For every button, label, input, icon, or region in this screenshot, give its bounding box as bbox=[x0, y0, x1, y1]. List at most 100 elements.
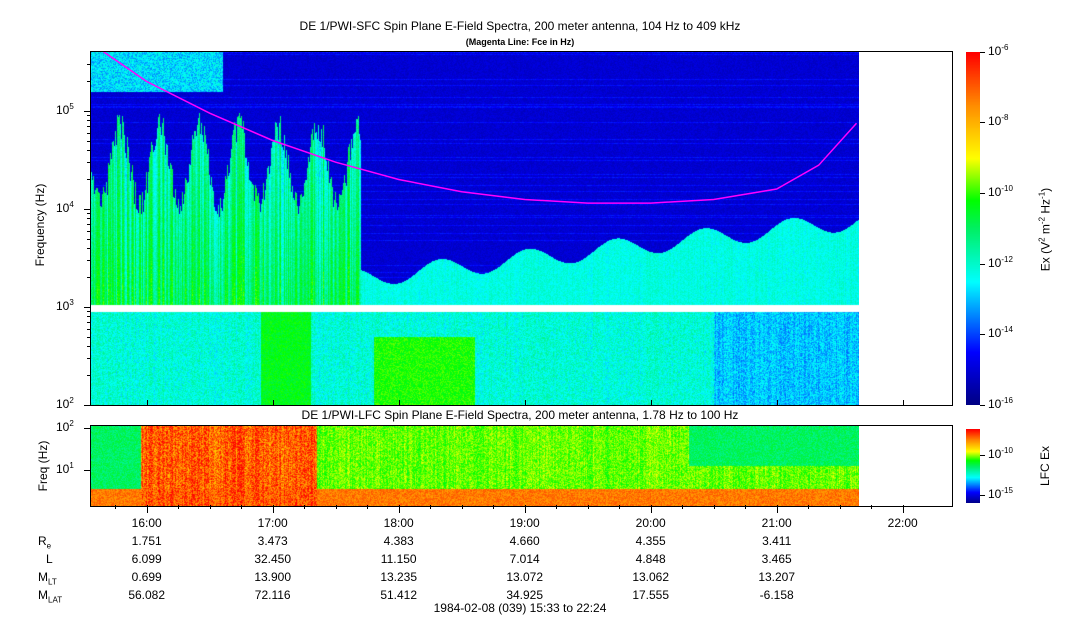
axis-tick bbox=[84, 405, 90, 406]
axis-tick bbox=[84, 307, 90, 308]
axis-tick bbox=[980, 122, 985, 123]
axis-tick bbox=[209, 505, 211, 509]
ephemeris-value: 3.473 bbox=[257, 534, 288, 548]
ephemeris-value: 1.751 bbox=[131, 534, 162, 548]
top-title: DE 1/PWI-SFC Spin Plane E-Field Spectra,… bbox=[299, 19, 741, 33]
xtick-label: 21:00 bbox=[761, 516, 792, 530]
xtick-label: 20:00 bbox=[635, 516, 666, 530]
axis-tick bbox=[839, 505, 841, 509]
ephemeris-value: 56.082 bbox=[128, 588, 166, 602]
lfc-frame bbox=[90, 425, 953, 507]
axis-tick bbox=[84, 209, 90, 210]
ephemeris-value: 13.072 bbox=[506, 570, 544, 584]
ephemeris-value: 3.465 bbox=[761, 552, 792, 566]
axis-tick bbox=[682, 505, 684, 509]
lfc-colorbar bbox=[966, 429, 980, 503]
axis-tick bbox=[980, 455, 985, 456]
axis-tick bbox=[587, 505, 589, 509]
axis-tick bbox=[87, 81, 90, 83]
axis-tick bbox=[272, 400, 274, 406]
axis-tick bbox=[902, 400, 904, 406]
ephemeris-value: 4.383 bbox=[383, 534, 414, 548]
ephemeris-value: 13.900 bbox=[254, 570, 292, 584]
lfc-colorbar-tick-label: 10-15 bbox=[988, 486, 1013, 501]
ephemeris-row-label: MLAT bbox=[38, 588, 63, 605]
axis-tick bbox=[980, 334, 985, 335]
axis-tick bbox=[87, 322, 90, 324]
axis-tick bbox=[398, 505, 400, 513]
colorbar-tick-label: 10-6 bbox=[988, 43, 1009, 58]
xtick-label: 16:00 bbox=[131, 516, 162, 530]
axis-tick bbox=[650, 400, 652, 406]
axis-tick bbox=[84, 470, 90, 471]
axis-tick bbox=[84, 428, 90, 429]
axis-tick bbox=[980, 495, 985, 496]
axis-tick bbox=[871, 505, 873, 509]
axis-tick bbox=[87, 64, 90, 66]
xtick-label: 17:00 bbox=[257, 516, 288, 530]
axis-tick bbox=[87, 132, 90, 134]
ephemeris-value: 7.014 bbox=[509, 552, 540, 566]
axis-tick bbox=[398, 400, 400, 406]
lfc-ytick-label: 102 bbox=[56, 419, 74, 434]
axis-tick bbox=[335, 505, 337, 509]
xtick-label: 22:00 bbox=[887, 516, 918, 530]
lfc-colorbar-label: LFC Ex bbox=[1038, 446, 1052, 487]
colorbar-tick-label: 10-8 bbox=[988, 113, 1009, 128]
axis-tick bbox=[87, 126, 90, 128]
axis-tick bbox=[524, 400, 526, 406]
sfc-ylabel: Frequency (Hz) bbox=[33, 183, 47, 267]
ephemeris-value: -6.158 bbox=[759, 588, 794, 602]
axis-tick bbox=[87, 162, 90, 164]
ephemeris-row-label: L bbox=[46, 552, 53, 566]
ephemeris-value: 17.555 bbox=[632, 588, 670, 602]
axis-tick bbox=[650, 505, 652, 513]
axis-tick bbox=[808, 505, 810, 509]
ephemeris-value: 11.150 bbox=[380, 552, 417, 566]
axis-tick bbox=[146, 505, 148, 513]
axis-tick bbox=[87, 375, 90, 377]
sfc-ytick-label: 103 bbox=[56, 298, 74, 313]
axis-tick bbox=[87, 358, 90, 360]
sfc-ytick-label: 104 bbox=[56, 200, 74, 215]
axis-tick bbox=[619, 505, 621, 509]
lfc-ytick-label: 101 bbox=[56, 461, 74, 476]
ephemeris-value: 32.450 bbox=[254, 552, 292, 566]
axis-tick bbox=[980, 405, 985, 406]
ephemeris-row-label: MLT bbox=[38, 570, 57, 587]
ephemeris-value: 72.116 bbox=[254, 588, 291, 602]
sfc-colorbar bbox=[966, 52, 980, 405]
axis-tick bbox=[115, 505, 117, 509]
sfc-ytick-label: 102 bbox=[56, 396, 74, 411]
axis-tick bbox=[87, 328, 90, 330]
colorbar-tick-label: 10-16 bbox=[988, 396, 1013, 411]
axis-tick bbox=[87, 260, 90, 262]
cb1-label-text: Ex (V bbox=[1038, 241, 1053, 272]
axis-tick bbox=[461, 505, 463, 509]
colorbar-tick-label: 10-12 bbox=[988, 255, 1013, 270]
ephemeris-row-label: Re bbox=[38, 534, 52, 551]
axis-tick bbox=[87, 179, 90, 181]
axis-tick bbox=[87, 311, 90, 313]
lfc-title: DE 1/PWI-LFC Spin Plane E-Field Spectra,… bbox=[301, 408, 739, 422]
axis-tick bbox=[87, 218, 90, 220]
ephemeris-value: 13.235 bbox=[380, 570, 418, 584]
axis-tick bbox=[87, 316, 90, 318]
ephemeris-value: 51.412 bbox=[380, 588, 418, 602]
axis-tick bbox=[980, 264, 985, 265]
axis-tick bbox=[713, 505, 715, 509]
axis-tick bbox=[493, 505, 495, 509]
xtick-label: 19:00 bbox=[509, 516, 540, 530]
sfc-spectrogram bbox=[91, 52, 859, 405]
axis-tick bbox=[524, 505, 526, 513]
ephemeris-value: 4.355 bbox=[635, 534, 666, 548]
axis-tick bbox=[87, 120, 90, 122]
axis-tick bbox=[87, 247, 90, 249]
axis-tick bbox=[241, 505, 243, 509]
axis-tick bbox=[84, 111, 90, 112]
ephemeris-value: 4.660 bbox=[509, 534, 540, 548]
ephemeris-value: 34.925 bbox=[506, 588, 544, 602]
lfc-spectrogram bbox=[91, 426, 859, 506]
axis-tick bbox=[367, 505, 369, 509]
